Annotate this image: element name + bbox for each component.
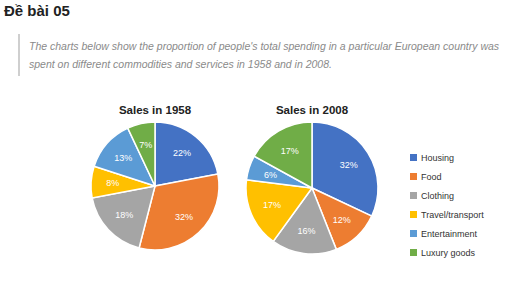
data-label: 12%	[333, 215, 351, 225]
chart-title: Sales in 1958	[119, 104, 192, 116]
legend-label: Luxury goods	[421, 248, 476, 258]
data-label: 16%	[298, 226, 316, 236]
legend-label: Travel/transport	[421, 210, 484, 220]
legend-label: Housing	[421, 153, 454, 163]
legend-swatch	[410, 249, 417, 256]
description: The charts below show the proportion of …	[18, 34, 507, 76]
data-label: 6%	[264, 170, 277, 180]
chart: Sales in 1958 22% 32% 18% 8% 13% 7% Sales in 20…	[0, 0, 512, 293]
legend-label: Food	[421, 172, 442, 182]
data-label: 8%	[106, 178, 119, 188]
data-label: 18%	[115, 210, 133, 220]
pie	[246, 122, 378, 254]
legend-swatch	[410, 173, 417, 180]
data-label: 17%	[263, 200, 281, 210]
data-label: 22%	[173, 148, 191, 158]
legend-label: Clothing	[421, 191, 454, 201]
legend-label: Entertainment	[421, 229, 478, 239]
data-label: 32%	[175, 212, 193, 222]
data-label: 7%	[139, 140, 152, 150]
pie	[91, 122, 219, 250]
legend-swatch	[410, 230, 417, 237]
chart-title: Sales in 2008	[276, 104, 349, 116]
data-label: 13%	[114, 153, 132, 163]
pie-slice	[254, 122, 312, 188]
legend-swatch	[410, 154, 417, 161]
legend-swatch	[410, 211, 417, 218]
data-label: 17%	[281, 146, 299, 156]
data-label: 32%	[340, 160, 358, 170]
legend-swatch	[410, 192, 417, 199]
header: Đề bài 05	[4, 2, 70, 19]
